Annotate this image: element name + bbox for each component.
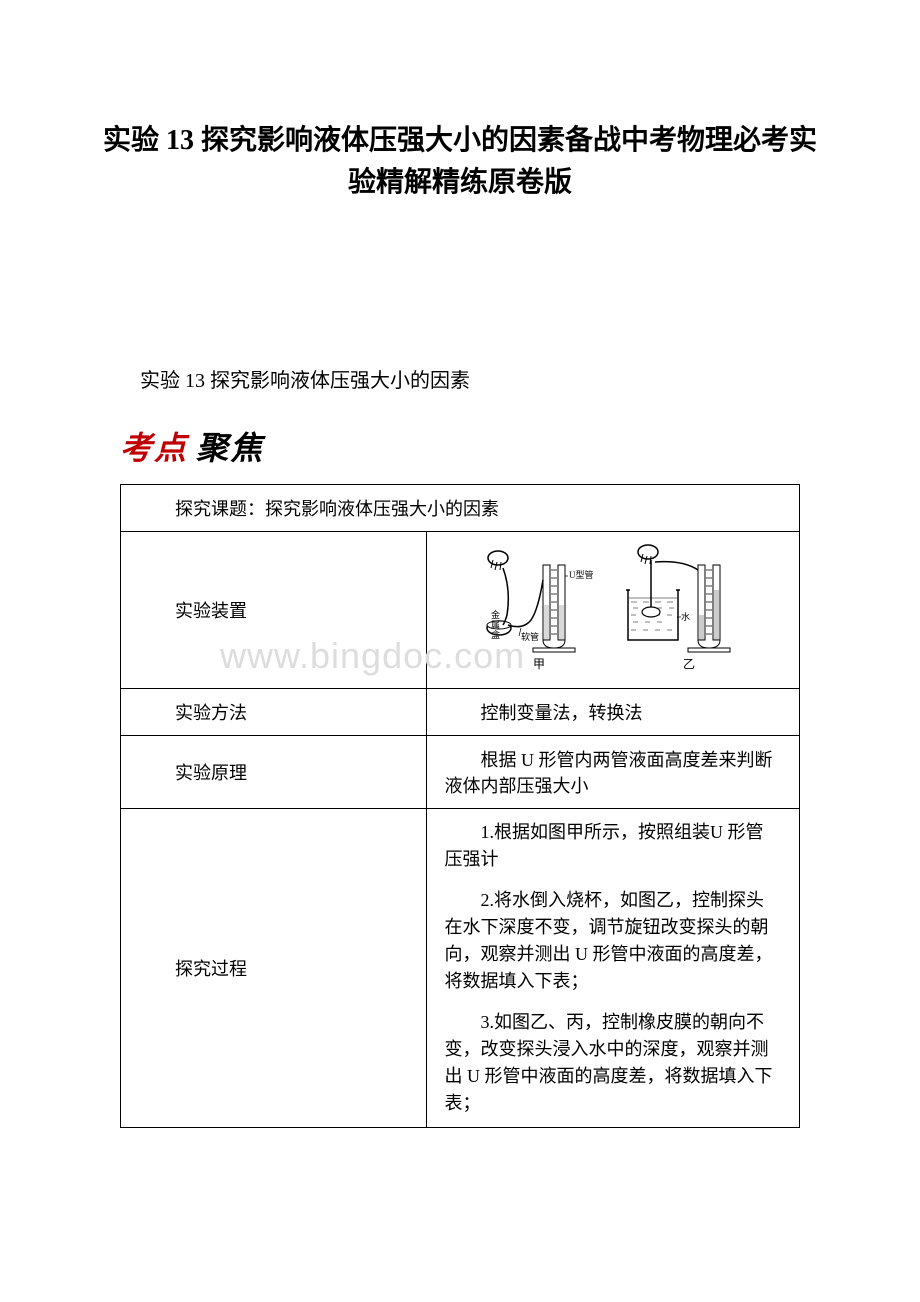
u-tube-label: U型管 <box>569 569 594 580</box>
row-content: 根据 U 形管内两管液面高度差来判断液体内部压强大小 <box>426 736 799 809</box>
banner-text-kaodian: 考点 <box>120 430 188 466</box>
experiment-table: 探究课题：探究影响液体压强大小的因素 实验装置 <box>120 484 800 1128</box>
process-step: 2.将水倒入烧杯，如图乙，控制探头在水下深度不变，调节旋钮改变探头的朝向，观察并… <box>445 887 781 995</box>
table-row: 探究过程 1.根据如图甲所示，按照组装U 形管压强计 2.将水倒入烧杯，如图乙，… <box>121 809 800 1128</box>
water-label: 水 <box>681 611 690 622</box>
row-label: 实验方法 <box>121 689 427 736</box>
table-row: 实验原理 根据 U 形管内两管液面高度差来判断液体内部压强大小 <box>121 736 800 809</box>
process-step: 1.根据如图甲所示，按照组装U 形管压强计 <box>445 819 781 873</box>
table-row: 实验方法 控制变量法，转换法 <box>121 689 800 736</box>
apparatus-svg-icon: U型管 金 属 盒 软管 甲 <box>473 540 753 680</box>
metal-box-label-1: 金 <box>491 609 500 620</box>
main-title: 实验 13 探究影响液体压强大小的因素备战中考物理必考实验精解精练原卷版 <box>100 120 820 204</box>
row-content: 控制变量法，转换法 <box>426 689 799 736</box>
apparatus-diagram: U型管 金 属 盒 软管 甲 <box>473 540 753 680</box>
diagram-cell: U型管 金 属 盒 软管 甲 <box>426 532 799 689</box>
metal-box-label-3: 盒 <box>491 629 500 640</box>
table-header-row: 探究课题：探究影响液体压强大小的因素 <box>121 485 800 532</box>
label-yi: 乙 <box>683 657 695 671</box>
label-jia: 甲 <box>533 657 545 671</box>
process-step: 3.如图乙、丙，控制橡皮膜的朝向不变，改变探头浸入水中的深度，观察并测出 U 形… <box>445 1009 781 1117</box>
row-content: 1.根据如图甲所示，按照组装U 形管压强计 2.将水倒入烧杯，如图乙，控制探头在… <box>426 809 799 1128</box>
table-header-cell: 探究课题：探究影响液体压强大小的因素 <box>121 485 800 532</box>
soft-tube-label: 软管 <box>521 631 539 642</box>
metal-box-label-2: 属 <box>491 620 500 630</box>
row-label: 探究过程 <box>121 809 427 1128</box>
row-label: 实验装置 <box>121 532 427 689</box>
row-label: 实验原理 <box>121 736 427 809</box>
banner-text-jujiao: 聚焦 <box>196 430 264 466</box>
sub-title: 实验 13 探究影响液体压强大小的因素 <box>100 364 820 393</box>
table-row: 实验装置 <box>121 532 800 689</box>
section-banner: 考点聚焦 <box>100 423 820 469</box>
